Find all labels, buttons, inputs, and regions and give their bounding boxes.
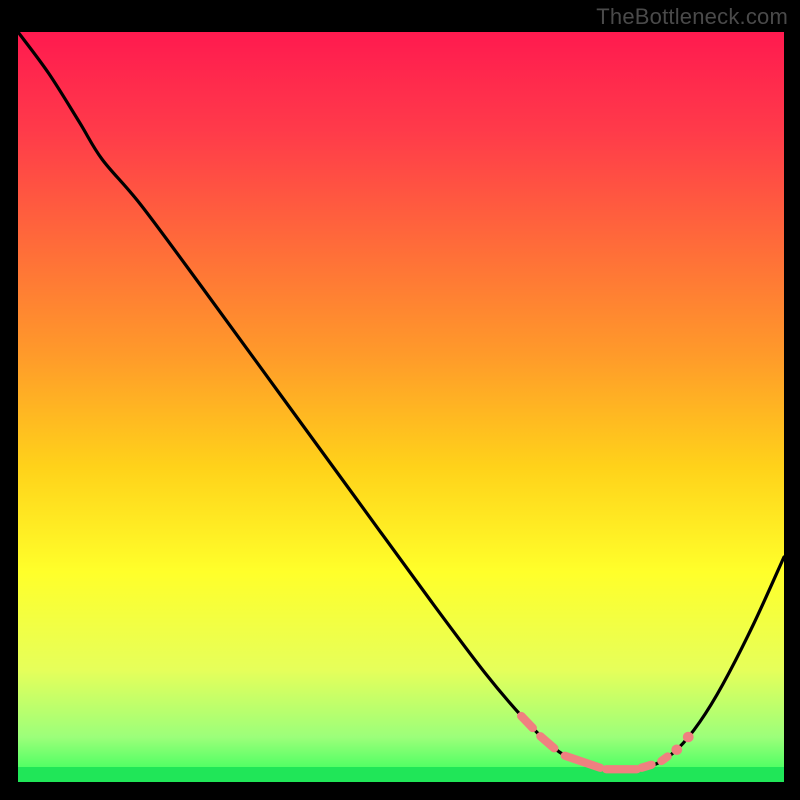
gradient-background	[18, 32, 784, 782]
marker-dot	[683, 732, 694, 743]
plot-area	[18, 32, 784, 782]
marker-segment	[642, 765, 652, 768]
watermark-text: TheBottleneck.com	[596, 4, 788, 30]
marker-dot	[671, 745, 682, 756]
chart-frame: TheBottleneck.com	[0, 0, 800, 800]
marker-segment	[661, 757, 667, 762]
optimal-band	[18, 767, 784, 782]
